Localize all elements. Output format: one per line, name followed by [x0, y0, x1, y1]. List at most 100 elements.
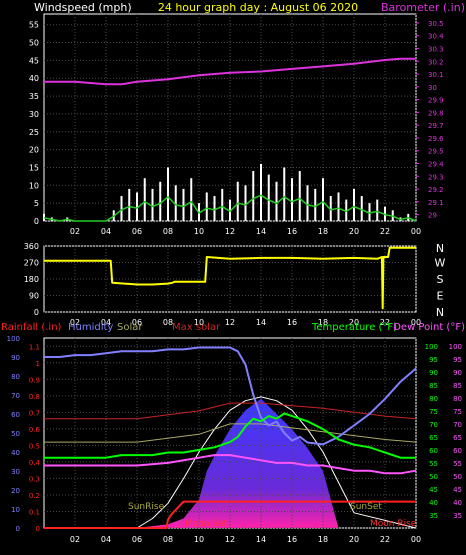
tick-label: 65 [453, 434, 462, 442]
tick-label: 20 [349, 227, 359, 236]
tick-label: 20 [29, 146, 39, 155]
tick-label: 100 [425, 343, 438, 351]
temperature-ticks: 100 100 95 95 90 90 85 85 80 80 75 75 70 70 65 65 60 60 55… [425, 343, 462, 520]
dew-point-line [44, 454, 417, 475]
tick-label: 14 [256, 318, 266, 327]
windspeed-axis-label: Windspeed (mph) [34, 1, 132, 14]
tick-label: 40 [11, 449, 20, 457]
tick-label: 30 [11, 468, 20, 476]
sunset-annotation: SunSet [350, 502, 382, 512]
tick-label: 04 [101, 227, 111, 236]
tick-label: 0.8 [29, 393, 40, 401]
tick-label: 0 [34, 308, 39, 317]
tick-label: 22 [380, 318, 390, 327]
tick-label: 29.1 [428, 199, 444, 207]
tick-label: 95 [429, 356, 438, 364]
tick-label: 30.1 [428, 71, 444, 79]
moonrise-annotation: Moon Rise [370, 519, 417, 529]
tick-label: 95 [453, 356, 462, 364]
tick-label: 10 [29, 181, 39, 190]
tick-label: 0.5 [29, 442, 40, 450]
top-x-ticks: 02 04 06 08 10 12 14 16 18 20 22 00 [70, 227, 421, 236]
tick-label: 40 [429, 499, 438, 507]
tick-label: 00 [411, 227, 421, 236]
tick-label: 08 [163, 227, 173, 236]
tick-label: 85 [453, 382, 462, 390]
tick-label: 29.5 [428, 148, 444, 156]
tick-label: 12 [225, 227, 235, 236]
tick-label: 50 [429, 473, 438, 481]
tick-label: 0.4 [29, 459, 41, 467]
tick-label: 14 [256, 227, 266, 236]
tick-label: 22 [380, 227, 390, 236]
tick-label: 75 [453, 408, 462, 416]
tick-label: 14 [256, 535, 266, 544]
max-solar-label: Max solar [172, 322, 221, 333]
sunrise-annotation: SunRise [128, 502, 165, 512]
tick-label: 45 [429, 486, 438, 494]
tick-label: 20 [349, 535, 359, 544]
tick-label: 40 [29, 74, 39, 83]
tick-label: 29.4 [428, 161, 444, 169]
barometer-line [44, 57, 416, 86]
tick-label: 10 [11, 506, 20, 514]
tick-label: 60 [453, 447, 462, 455]
tick-label: 18 [318, 535, 328, 544]
solar-reference-line [44, 423, 417, 443]
windspeed-series [43, 163, 410, 221]
moonset-annotation: Moon Set [185, 519, 228, 529]
max-solar-reference-line [44, 402, 417, 420]
direction-series [44, 246, 416, 310]
dew-point-label: Dew Point (°F) [393, 322, 465, 333]
compass-label: N [436, 306, 444, 319]
tick-label: 02 [70, 318, 80, 327]
tick-label: 30.4 [428, 33, 444, 41]
tick-label: 29.2 [428, 186, 444, 194]
tick-label: 30 [428, 84, 437, 92]
tick-label: 30 [29, 110, 39, 119]
compass-label: W [435, 257, 446, 270]
tick-label: 0.9 [29, 376, 40, 384]
compass-label: E [437, 290, 444, 303]
tick-label: 90 [429, 369, 438, 377]
wind-average-line [43, 194, 417, 222]
tick-label: 55 [29, 21, 39, 30]
top-series [43, 57, 417, 222]
solar-fill [44, 398, 416, 528]
tick-label: 0 [34, 217, 39, 226]
tick-label: 02 [70, 535, 80, 544]
tick-label: 80 [11, 373, 20, 381]
tick-label: 0 [36, 525, 40, 533]
tick-label: 50 [29, 39, 39, 48]
tick-label: 5 [34, 199, 39, 208]
tick-label: 55 [453, 460, 462, 468]
tick-label: 60 [11, 411, 20, 419]
tick-label: 70 [11, 392, 20, 400]
tick-label: 70 [429, 421, 438, 429]
direction-ticks: 360 270 180 90 0 [24, 242, 39, 317]
tick-label: 360 [24, 242, 39, 251]
tick-label: 0.6 [29, 426, 41, 434]
tick-label: 270 [24, 259, 39, 268]
tick-label: 30.2 [428, 58, 444, 66]
chart-title: 24 hour graph day : August 06 2020 [158, 1, 358, 14]
tick-label: 08 [163, 535, 173, 544]
tick-label: 08 [163, 318, 173, 327]
tick-label: 65 [429, 434, 438, 442]
tick-label: 15 [29, 163, 39, 172]
tick-label: 12 [225, 535, 235, 544]
wind-direction-line [44, 246, 416, 310]
tick-label: 50 [453, 473, 462, 481]
tick-label: 0.1 [29, 508, 40, 516]
tick-label: 100 [7, 335, 20, 343]
tick-label: 0 [16, 525, 20, 533]
tick-label: 0.7 [29, 409, 40, 417]
tick-label: 50 [11, 430, 20, 438]
tick-label: 04 [101, 535, 111, 544]
tick-label: 40 [453, 499, 462, 507]
